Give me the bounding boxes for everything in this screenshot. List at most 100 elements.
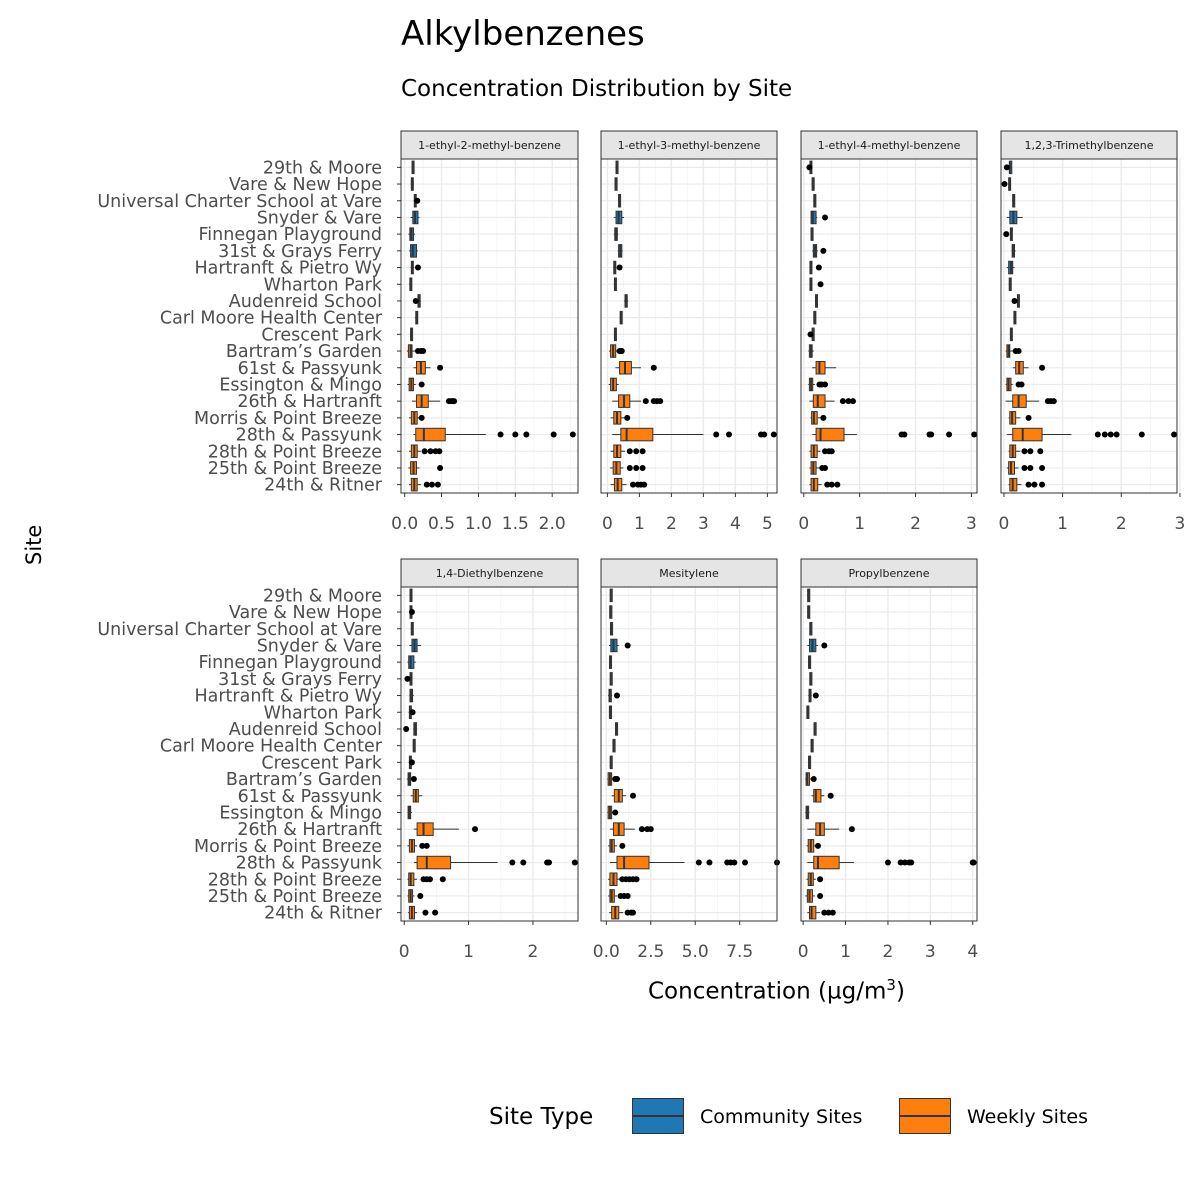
box-8 [412, 294, 421, 308]
box-2 [1012, 193, 1016, 208]
box-18 [609, 461, 646, 475]
box-11 [1005, 344, 1022, 358]
outlier-point [408, 609, 415, 616]
box-0 [615, 160, 619, 175]
outlier-point [1011, 297, 1018, 304]
y-tick-label: Wharton Park [264, 703, 383, 723]
outlier-point [839, 398, 846, 405]
box-17 [809, 444, 835, 459]
box-8 [813, 722, 817, 736]
outlier-point [1018, 381, 1025, 388]
x-tick-label: 0 [602, 514, 613, 534]
box-16 [413, 855, 578, 870]
outlier-point [630, 481, 636, 488]
outlier-point [619, 842, 626, 849]
outlier-point [437, 364, 444, 371]
panel-5: Mesitylene 0.0 2.5 5.0 7.5 [593, 558, 780, 962]
outlier-point [908, 859, 915, 866]
outlier-point [1113, 431, 1120, 438]
box-12 [812, 360, 837, 375]
outlier-point [439, 876, 446, 883]
outlier-point [412, 297, 419, 304]
outlier-point [1101, 431, 1108, 438]
panel-bg-5 [601, 587, 777, 921]
outlier-point [420, 348, 427, 355]
y-tick-label: 61st & Passyunk [238, 787, 383, 807]
x-axis-label: Concentration (µg/m3) [648, 976, 905, 1005]
box-15 [1008, 411, 1032, 425]
box-3 [613, 210, 625, 225]
outlier-point [426, 876, 433, 883]
box-14 [412, 394, 458, 408]
outlier-point [451, 398, 458, 405]
box-12 [1012, 360, 1046, 375]
box-19 [1008, 477, 1046, 492]
box-0 [609, 588, 613, 603]
y-tick-label: Finnegan Playground [198, 225, 382, 245]
strip-label-0: 1-ethyl-2-methyl-benzene [418, 139, 561, 152]
outlier-point [626, 448, 633, 455]
box-15 [407, 839, 430, 853]
outlier-point [821, 909, 828, 916]
box-10 [807, 327, 815, 342]
outlier-point [418, 414, 425, 421]
panel-border-6 [800, 586, 978, 922]
strip-label-4: 1,4-Diethylbenzene [436, 567, 544, 580]
box-5 [809, 672, 813, 686]
box-4 [408, 227, 416, 241]
outlier-point [849, 398, 856, 405]
box-4 [810, 227, 814, 241]
outlier-point [845, 398, 852, 405]
box-iqr [416, 855, 452, 870]
y-tick-label: Snyder & Vare [257, 636, 382, 656]
box-10 [613, 327, 617, 342]
box-2 [413, 193, 421, 208]
box-8 [403, 722, 418, 736]
x-tick-label: 5 [762, 514, 773, 534]
y-tick-label: 29th & Moore [263, 586, 382, 606]
outlier-point [810, 776, 817, 783]
y-tick-label: 24th & Ritner [264, 904, 383, 924]
box-iqr [415, 427, 446, 442]
box-9 [415, 310, 419, 325]
panel-bg-6 [801, 587, 977, 921]
strip-4 [400, 558, 579, 588]
box-18 [407, 889, 424, 903]
outlier-point [633, 464, 640, 471]
y-tick-label: 31st & Grays Ferry [218, 242, 382, 262]
outlier-point [1107, 431, 1114, 438]
box-13 [607, 805, 619, 820]
box-7 [1008, 277, 1012, 292]
y-tick-label: 61st & Passyunk [238, 359, 383, 379]
outlier-point [817, 876, 824, 883]
y-tick-label: 29th & Moore [263, 158, 382, 178]
outlier-point [820, 414, 827, 421]
panel-bg-0 [401, 159, 578, 493]
box-17 [407, 872, 446, 887]
box-16 [612, 427, 777, 442]
box-12 [410, 788, 423, 803]
box-18 [805, 889, 824, 903]
outlier-point [1039, 364, 1046, 371]
box-15 [610, 411, 631, 425]
outlier-point [403, 725, 410, 732]
box-8 [615, 722, 619, 736]
x-tick-label: 1 [463, 942, 474, 962]
box-6 [613, 260, 623, 275]
outlier-point [946, 431, 953, 438]
chart-title: Alkylbenzenes [401, 14, 645, 54]
box-11 [805, 772, 817, 786]
x-tick-label: 4 [730, 514, 741, 534]
box-6 [1006, 260, 1015, 275]
outlier-point [742, 859, 748, 866]
box-19 [408, 905, 439, 920]
box-iqr [815, 360, 826, 375]
x-tick-label: 0 [798, 942, 809, 962]
box-13 [608, 377, 619, 392]
strip-1 [600, 130, 778, 160]
outlier-point [657, 398, 664, 405]
strip-5 [600, 558, 778, 588]
legend-key-community [632, 1098, 684, 1134]
y-tick-label: 26th & Hartranft [237, 820, 382, 840]
x-tick-label: 3 [925, 942, 936, 962]
